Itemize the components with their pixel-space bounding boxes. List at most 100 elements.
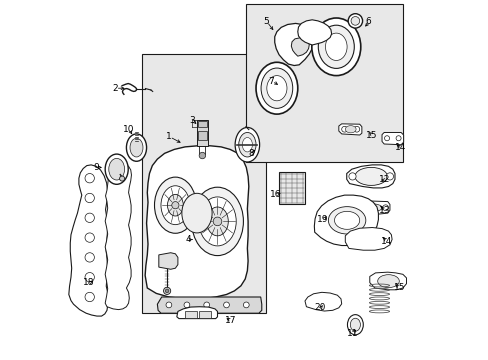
Ellipse shape [199,197,236,246]
Ellipse shape [161,186,189,225]
Circle shape [183,302,189,308]
Polygon shape [177,307,217,319]
Bar [197,131,206,140]
Circle shape [320,212,326,218]
Text: 10: 10 [122,125,134,134]
Circle shape [165,289,168,293]
Ellipse shape [130,138,142,157]
Text: 5: 5 [263,17,268,26]
Text: 13: 13 [378,206,390,215]
Circle shape [353,126,359,132]
Polygon shape [297,20,331,45]
Ellipse shape [325,33,346,60]
Text: 11: 11 [346,328,358,338]
Polygon shape [145,146,248,299]
Ellipse shape [354,167,386,185]
Polygon shape [338,124,361,135]
Text: 9: 9 [93,163,99,172]
Text: 19: 19 [317,215,328,224]
Circle shape [350,17,359,25]
Ellipse shape [266,76,286,101]
Circle shape [347,205,353,211]
Ellipse shape [182,193,212,233]
Bar [278,172,304,204]
Text: 1: 1 [166,132,171,141]
Bar [197,120,207,146]
Circle shape [85,253,94,262]
Polygon shape [105,163,131,310]
Polygon shape [381,132,403,145]
Text: 20: 20 [314,303,325,312]
Polygon shape [157,297,261,313]
Circle shape [348,173,355,180]
Ellipse shape [206,207,228,236]
Circle shape [85,233,94,242]
Bar [185,311,196,318]
Ellipse shape [318,25,354,68]
Circle shape [85,213,94,222]
Ellipse shape [191,187,243,256]
Polygon shape [274,23,313,66]
Circle shape [382,205,387,211]
Ellipse shape [235,127,259,162]
Ellipse shape [154,177,196,233]
Polygon shape [346,201,389,214]
Ellipse shape [242,138,252,152]
Ellipse shape [238,132,256,157]
Polygon shape [314,195,378,246]
Circle shape [395,136,400,141]
Circle shape [223,302,229,308]
Ellipse shape [345,126,355,133]
Circle shape [199,152,205,159]
Circle shape [171,202,179,209]
Polygon shape [305,292,341,311]
Ellipse shape [328,207,365,234]
Bar [199,311,211,318]
Bar [246,4,402,162]
Bar [142,54,265,313]
Text: 4: 4 [185,235,191,244]
Text: 12: 12 [378,175,390,184]
Circle shape [347,14,362,28]
Text: 16: 16 [270,190,282,199]
Ellipse shape [377,275,399,288]
Text: 2: 2 [112,84,118,93]
Circle shape [213,217,222,226]
Ellipse shape [334,211,359,229]
Polygon shape [69,165,108,316]
Circle shape [203,302,209,308]
Polygon shape [291,38,309,56]
Text: 3: 3 [189,116,195,125]
Text: 7: 7 [268,77,274,85]
Text: 15: 15 [393,284,404,292]
Ellipse shape [261,68,292,108]
Ellipse shape [347,315,363,335]
Circle shape [85,273,94,282]
Circle shape [341,126,347,132]
Polygon shape [369,272,406,290]
Circle shape [384,136,389,141]
Circle shape [243,302,249,308]
Ellipse shape [105,154,128,184]
Text: 17: 17 [224,316,236,325]
Ellipse shape [126,134,146,161]
Circle shape [85,292,94,302]
Circle shape [166,302,171,308]
Bar [197,121,206,127]
Ellipse shape [353,203,382,212]
Circle shape [85,193,94,203]
Circle shape [120,176,124,181]
Text: 8: 8 [248,149,254,158]
Ellipse shape [108,158,124,180]
Text: 14: 14 [380,237,391,246]
Polygon shape [346,165,394,188]
Text: 18: 18 [83,278,95,287]
Ellipse shape [167,194,183,216]
Circle shape [163,287,170,294]
Ellipse shape [311,18,360,76]
Polygon shape [345,228,391,250]
Ellipse shape [349,318,360,331]
Text: 15: 15 [365,130,377,139]
Circle shape [386,173,393,180]
Polygon shape [159,253,178,269]
